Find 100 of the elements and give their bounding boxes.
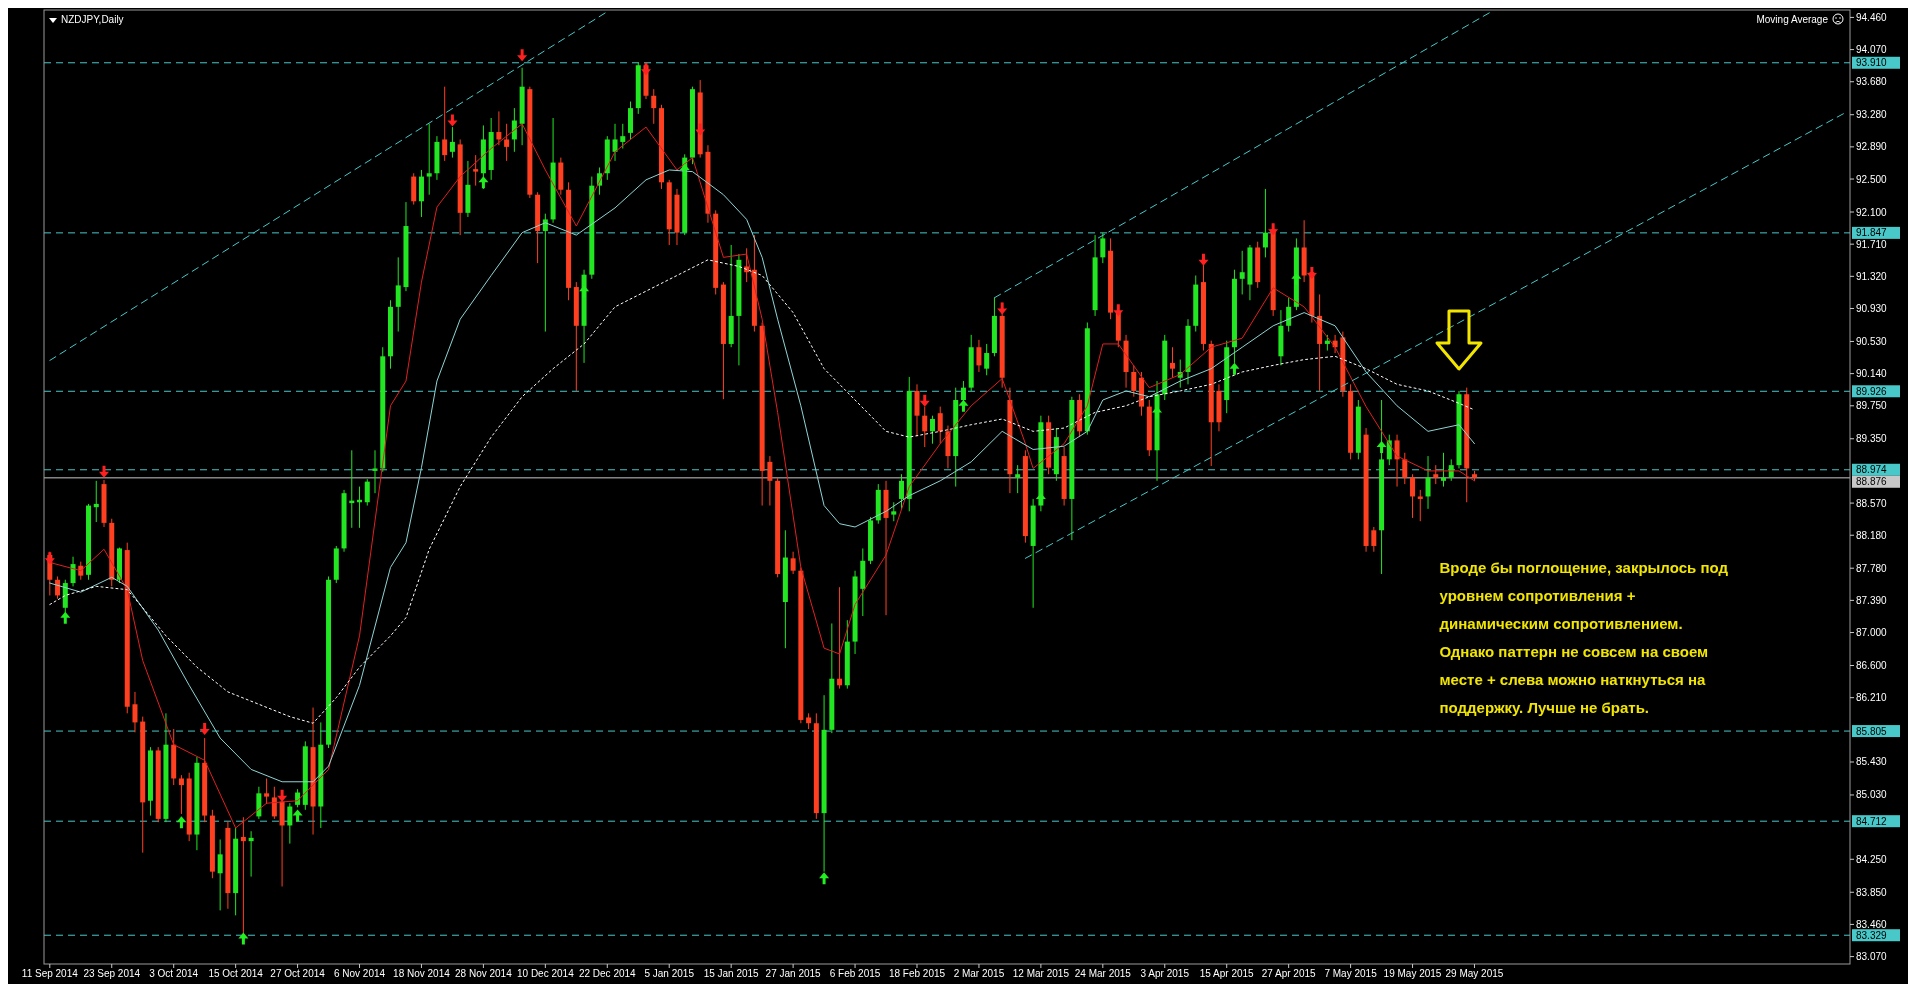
point (1113, 304, 1124, 317)
point (919, 394, 930, 407)
candlestick (1371, 526, 1377, 553)
x-tick-label: 15 Oct 2014 (208, 968, 264, 979)
candlestick (1170, 346, 1176, 379)
candlestick (264, 777, 270, 805)
x-tick-label: 7 May 2015 (1324, 968, 1378, 979)
y-tick-label: 86.600 (1856, 660, 1888, 672)
point (1229, 362, 1240, 375)
y-tick-label: 88.570 (1856, 497, 1888, 509)
candlestick (1015, 464, 1021, 494)
y-tick-label: 93.280 (1856, 109, 1888, 121)
y-tick-label: 92.500 (1856, 173, 1888, 185)
candlestick (899, 473, 905, 510)
candlestick (504, 123, 510, 162)
ref-line-label: 93.910 (1856, 57, 1888, 69)
point (176, 816, 187, 829)
candlestick (1131, 364, 1137, 398)
y-tick-label: 87.780 (1856, 562, 1888, 574)
point (1376, 441, 1387, 454)
y-tick-label: 85.430 (1856, 756, 1888, 768)
candlestick (70, 556, 76, 587)
y-tick-label: 90.140 (1856, 368, 1888, 380)
candlestick (937, 406, 943, 445)
x-tick-label: 19 May 2015 (1383, 968, 1442, 979)
ref-line-label: 89.926 (1856, 385, 1888, 397)
x-tick-label: 27 Jan 2015 (765, 968, 822, 979)
x-tick-label: 10 Dec 2014 (516, 968, 575, 979)
candlestick (132, 691, 138, 733)
y-tick-label: 83.850 (1856, 886, 1888, 898)
x-tick-label: 24 Mar 2015 (1074, 968, 1132, 979)
y-tick-label: 88.180 (1856, 529, 1888, 541)
candlestick (929, 415, 935, 445)
candlestick (248, 830, 254, 878)
point (277, 789, 288, 802)
point (1152, 406, 1163, 419)
candlestick (1100, 232, 1106, 264)
candlestick (1394, 434, 1400, 488)
ref-line-label: 88.974 (1856, 464, 1888, 476)
point (447, 114, 458, 127)
y-tick-label: 87.390 (1856, 594, 1888, 606)
candlestick (1441, 452, 1446, 488)
candlestick (473, 154, 479, 187)
x-tick-label: 15 Apr 2015 (1199, 968, 1255, 979)
ref-line-label: 85.805 (1856, 725, 1888, 737)
annotation: Вроде бы поглощение, закрылось под уровнем сопротивления + динамическим сопротивлением. Однако паттерн не совсем на своем месте + слева можно наткнуться на поддержку. Лучше не брать. (1439, 558, 1729, 716)
point (1198, 253, 1209, 266)
candlestick (620, 123, 626, 150)
x-tick-label: 3 Oct 2014 (149, 968, 199, 979)
chart-title: NZDJPY,Daily (61, 14, 124, 25)
candlestick (426, 123, 432, 196)
candlestick (395, 256, 401, 333)
y-tick-label: 84.250 (1856, 853, 1888, 865)
point (1291, 272, 1302, 285)
candlestick (1286, 297, 1292, 333)
candlestick (511, 107, 517, 153)
candlestick (496, 110, 502, 146)
point (60, 611, 71, 624)
x-tick-label: 6 Feb 2015 (829, 968, 881, 979)
y-tick-label: 94.070 (1856, 44, 1888, 56)
candlestick (651, 88, 657, 125)
candlestick (767, 455, 773, 507)
candlestick (217, 838, 223, 911)
x-tick-label: 27 Apr 2015 (1261, 968, 1317, 979)
candlestick (295, 788, 301, 808)
candlestick (790, 551, 796, 575)
point (958, 399, 969, 412)
y-tick-label: 92.890 (1856, 141, 1888, 153)
candlestick (837, 586, 843, 690)
candlestick (542, 213, 548, 333)
candlestick (1417, 489, 1423, 522)
candlestick (93, 480, 99, 523)
x-tick-label: 18 Nov 2014 (393, 968, 451, 979)
candlestick (976, 339, 982, 373)
candlestick (1425, 455, 1431, 510)
candlestick (271, 786, 277, 820)
point (819, 872, 830, 885)
candlestick (256, 786, 262, 820)
y-tick-label: 93.680 (1856, 76, 1888, 88)
y-tick-label: 86.210 (1856, 692, 1888, 704)
ref-line-label: 83.329 (1856, 929, 1888, 941)
ref-line-label: 91.847 (1856, 227, 1888, 239)
y-tick-label: 91.320 (1856, 270, 1888, 282)
point (695, 123, 706, 136)
annotation: Moving Average (1756, 14, 1829, 25)
candlestick (364, 478, 370, 507)
candlestick (1262, 188, 1268, 258)
y-tick-label: 92.100 (1856, 206, 1888, 218)
candlestick (922, 406, 928, 448)
x-tick-label: 2 Mar 2015 (953, 968, 1005, 979)
x-tick-label: 11 Sep 2014 (21, 968, 79, 979)
point (238, 932, 249, 945)
y-tick-label: 87.000 (1856, 627, 1888, 639)
candlestick (1433, 464, 1439, 485)
candlestick (984, 343, 990, 376)
x-tick-label: 18 Feb 2015 (888, 968, 946, 979)
y-tick-label: 90.530 (1856, 335, 1888, 347)
y-tick-label: 89.350 (1856, 433, 1888, 445)
x-tick-label: 28 Nov 2014 (455, 968, 513, 979)
candlestick (1410, 473, 1416, 519)
